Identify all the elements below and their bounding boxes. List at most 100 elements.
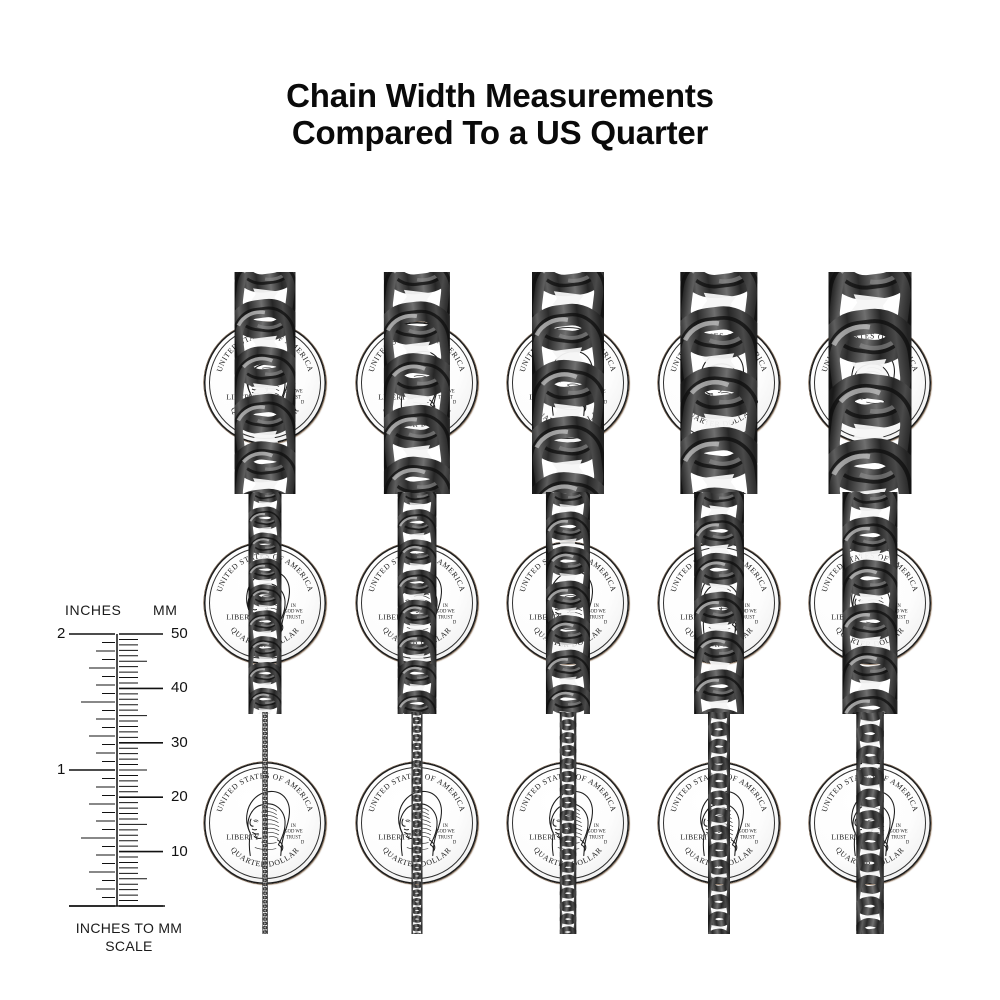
ruler-mm-label-20: 20 (171, 788, 188, 806)
svg-text:D: D (604, 840, 608, 845)
svg-text:D: D (301, 840, 305, 845)
svg-text:GOD WE: GOD WE (284, 610, 303, 615)
svg-text:GOD WE: GOD WE (436, 830, 455, 835)
svg-text:D: D (301, 400, 305, 405)
svg-text:TRUST: TRUST (891, 835, 906, 840)
coin-chain-composite: UNITED STATES OF AMERICA QUARTER DOLLAR … (356, 272, 478, 494)
svg-text:D: D (906, 620, 910, 625)
svg-text:IN: IN (443, 824, 449, 829)
svg-text:TRUST: TRUST (589, 615, 604, 620)
svg-text:GOD WE: GOD WE (587, 830, 606, 835)
coin-chain-composite: UNITED STATES OF AMERICA QUARTER DOLLAR … (809, 492, 931, 714)
svg-text:TRUST: TRUST (286, 615, 301, 620)
coin-chain-composite: UNITED STATES OF AMERICA QUARTER DOLLAR … (356, 492, 478, 714)
page-title: Chain Width Measurements Compared To a U… (0, 77, 1000, 152)
chain-size-cell-1mm: UNITED STATES OF AMERICA QUARTER DOLLAR … (190, 712, 340, 934)
coin-chain-composite: UNITED STATES OF AMERICA QUARTER DOLLAR … (204, 712, 326, 934)
chain-strip (707, 712, 731, 934)
svg-text:IN: IN (594, 824, 600, 829)
chain-strip (545, 492, 591, 714)
chain-size-cell-2mm: UNITED STATES OF AMERICA QUARTER DOLLAR … (342, 712, 492, 934)
coin-chain-composite: UNITED STATES OF AMERICA QUARTER DOLLAR … (507, 272, 629, 494)
chain-strip (828, 272, 912, 494)
svg-text:TRUST: TRUST (589, 835, 604, 840)
svg-text:LIBERTY: LIBERTY (378, 832, 412, 841)
svg-text:D: D (604, 620, 608, 625)
chain-size-cell-4mm: UNITED STATES OF AMERICA QUARTER DOLLAR … (644, 712, 794, 934)
chain-size-cell-12mm: UNITED STATES OF AMERICA QUARTER DOLLAR … (342, 272, 492, 494)
svg-text:LIBERTY: LIBERTY (226, 832, 260, 841)
chain-strip (248, 492, 282, 714)
svg-text:IN: IN (291, 824, 297, 829)
chain-size-cell-7mm: UNITED STATES OF AMERICA QUARTER DOLLAR … (342, 492, 492, 714)
chain-strip (411, 712, 423, 934)
chain-size-cell-10mm: UNITED STATES OF AMERICA QUARTER DOLLAR … (795, 492, 945, 714)
ruler-inch-label-2: 2 (57, 625, 66, 642)
svg-text:D: D (906, 840, 910, 845)
svg-text:D: D (453, 400, 457, 405)
svg-text:TRUST: TRUST (438, 835, 453, 840)
svg-text:GOD WE: GOD WE (436, 610, 455, 615)
chain-size-cell-13mm: UNITED STATES OF AMERICA QUARTER DOLLAR … (493, 272, 643, 494)
chain-size-cell-14mm: UNITED STATES OF AMERICA QUARTER DOLLAR … (644, 272, 794, 494)
svg-text:IN: IN (443, 604, 449, 609)
coin-chain-composite: UNITED STATES OF AMERICA QUARTER DOLLAR … (507, 712, 629, 934)
svg-text:GOD WE: GOD WE (738, 830, 757, 835)
ruler-mm-label-50: 50 (171, 625, 188, 642)
chain-size-cell-9mm: UNITED STATES OF AMERICA QUARTER DOLLAR … (644, 492, 794, 714)
svg-text:TRUST: TRUST (740, 835, 755, 840)
ruler-inch-label-1: 1 (57, 761, 66, 778)
svg-text:IN: IN (745, 824, 751, 829)
ruler-header-inches: INCHES (65, 602, 122, 618)
svg-text:D: D (755, 620, 759, 625)
coin-chain-composite: UNITED STATES OF AMERICA QUARTER DOLLAR … (658, 492, 780, 714)
coin-chain-composite: UNITED STATES OF AMERICA QUARTER DOLLAR … (809, 272, 931, 494)
chain-size-cell-6mm: UNITED STATES OF AMERICA QUARTER DOLLAR … (190, 492, 340, 714)
svg-text:TRUST: TRUST (438, 615, 453, 620)
page-title-line-1: Chain Width Measurements (286, 77, 714, 114)
coin-chain-composite: UNITED STATES OF AMERICA QUARTER DOLLAR … (356, 712, 478, 934)
svg-text:IN: IN (896, 824, 902, 829)
svg-text:D: D (604, 400, 608, 405)
svg-text:GOD WE: GOD WE (889, 830, 908, 835)
ruler-scale-graphic (69, 633, 165, 907)
ruler-footer-line-1: INCHES TO MM (75, 920, 183, 936)
chain-strip (397, 492, 437, 714)
chain-size-cell-5mm: UNITED STATES OF AMERICA QUARTER DOLLAR … (795, 712, 945, 934)
ruler-footer-line-2: SCALE (105, 938, 153, 954)
chain-strip (262, 712, 268, 934)
ruler-header-mm: MM (153, 602, 178, 618)
chain-strip (532, 272, 604, 494)
coin-chain-composite: UNITED STATES OF AMERICA QUARTER DOLLAR … (658, 272, 780, 494)
svg-text:IN: IN (745, 604, 751, 609)
svg-text:TRUST: TRUST (286, 835, 301, 840)
chain-strip (680, 272, 758, 494)
svg-text:D: D (453, 840, 457, 845)
page-title-line-2: Compared To a US Quarter (291, 113, 709, 151)
chain-strip (694, 492, 744, 714)
svg-text:D: D (301, 620, 305, 625)
coin-chain-composite: UNITED STATES OF AMERICA QUARTER DOLLAR … (507, 492, 629, 714)
svg-text:LIBERTY: LIBERTY (529, 832, 563, 841)
chain-strip (856, 712, 884, 934)
svg-text:GOD WE: GOD WE (284, 830, 303, 835)
ruler-mm-label-10: 10 (171, 842, 188, 860)
coin-chain-composite: UNITED STATES OF AMERICA QUARTER DOLLAR … (809, 712, 931, 934)
chain-size-cell-3mm: UNITED STATES OF AMERICA QUARTER DOLLAR … (493, 712, 643, 934)
chain-strip (842, 492, 898, 714)
ruler-mm-label-30: 30 (171, 733, 188, 751)
svg-text:IN: IN (594, 604, 600, 609)
chain-size-cell-15mm: UNITED STATES OF AMERICA QUARTER DOLLAR … (795, 272, 945, 494)
svg-text:D: D (453, 620, 457, 625)
coin-chain-composite: UNITED STATES OF AMERICA QUARTER DOLLAR … (658, 712, 780, 934)
chain-strip (234, 272, 296, 494)
chain-strip (559, 712, 577, 934)
chain-size-cell-11mm: UNITED STATES OF AMERICA QUARTER DOLLAR … (190, 272, 340, 494)
coin-chain-composite: UNITED STATES OF AMERICA QUARTER DOLLAR … (204, 272, 326, 494)
svg-text:D: D (755, 840, 759, 845)
svg-text:IN: IN (291, 604, 297, 609)
chain-size-cell-8mm: UNITED STATES OF AMERICA QUARTER DOLLAR … (493, 492, 643, 714)
ruler-mm-label-40: 40 (171, 679, 188, 697)
inches-to-mm-ruler: INCHES MM INCHES TO MM SCALE 2 1 50 40 30 20 1… (55, 602, 203, 960)
coin-chain-composite: UNITED STATES OF AMERICA QUARTER DOLLAR … (204, 492, 326, 714)
